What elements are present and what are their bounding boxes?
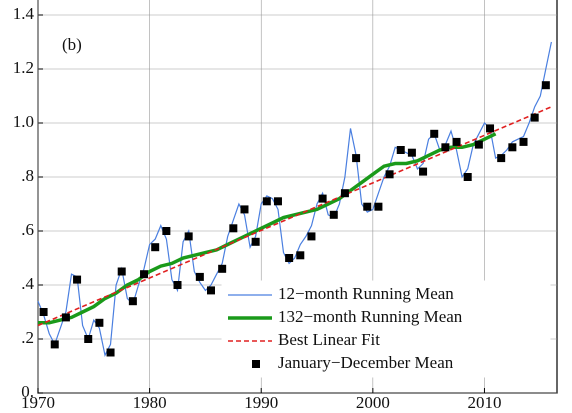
data-point	[374, 202, 383, 211]
y-tick-label: 0.	[21, 382, 34, 401]
data-point	[352, 154, 361, 163]
data-point	[117, 267, 126, 276]
data-point	[340, 189, 349, 198]
data-point	[474, 140, 483, 149]
data-point	[296, 251, 305, 260]
data-point	[486, 124, 495, 133]
data-point	[162, 227, 171, 235]
y-tick-label: 1.0	[13, 112, 34, 131]
data-point	[541, 81, 550, 90]
y-tick-label: .6	[21, 220, 34, 239]
data-point	[240, 205, 249, 214]
data-point	[128, 297, 137, 306]
data-point	[452, 137, 461, 146]
series-line	[38, 132, 497, 325]
data-point	[419, 167, 428, 176]
data-point	[262, 197, 271, 206]
y-tick-label: .4	[21, 274, 34, 293]
data-point	[463, 173, 472, 181]
y-tick-label: 1.2	[13, 58, 34, 77]
data-point	[307, 232, 316, 241]
y-tick-label: 1.4	[13, 4, 35, 23]
data-point	[273, 197, 282, 206]
x-tick-label: 2010	[467, 393, 501, 412]
data-point	[497, 154, 506, 163]
series-line	[37, 41, 552, 357]
legend-label: Best Linear Fit	[278, 330, 380, 349]
x-tick-label: 1980	[133, 393, 167, 412]
x-tick-label: 1970	[21, 393, 55, 412]
x-tick-label: 1990	[244, 393, 278, 412]
legend-marker	[252, 360, 260, 368]
data-point	[218, 264, 227, 273]
data-point	[329, 210, 338, 219]
x-tick-label: 2000	[356, 393, 390, 412]
data-point	[363, 202, 372, 211]
data-point	[195, 272, 204, 281]
data-point	[396, 146, 405, 154]
panel-label: (b)	[62, 35, 82, 54]
data-point	[39, 308, 48, 316]
data-point	[430, 129, 439, 138]
data-point	[50, 340, 59, 349]
data-point	[173, 281, 182, 289]
data-point	[251, 237, 260, 246]
series-line	[37, 106, 552, 327]
data-point	[84, 335, 93, 343]
data-point	[441, 143, 450, 152]
data-point	[106, 348, 115, 357]
data-point	[318, 194, 327, 203]
data-point	[73, 275, 82, 284]
data-point	[184, 232, 193, 241]
data-point	[95, 318, 104, 327]
data-point	[229, 224, 238, 233]
legend-box	[221, 280, 551, 378]
y-tick-label: .2	[21, 328, 34, 347]
data-point	[151, 243, 160, 252]
y-tick-label: .8	[21, 166, 34, 185]
data-point	[530, 113, 539, 122]
legend-label: 12−month Running Mean	[278, 284, 454, 303]
data-point	[61, 313, 70, 322]
data-point	[407, 148, 416, 157]
data-point	[285, 254, 294, 262]
legend-label: January−December Mean	[278, 353, 454, 372]
data-point	[519, 137, 528, 146]
data-point	[508, 143, 517, 152]
legend-label: 132−month Running Mean	[278, 307, 463, 326]
data-point	[385, 170, 394, 179]
data-point	[140, 270, 149, 279]
data-point	[207, 286, 215, 295]
